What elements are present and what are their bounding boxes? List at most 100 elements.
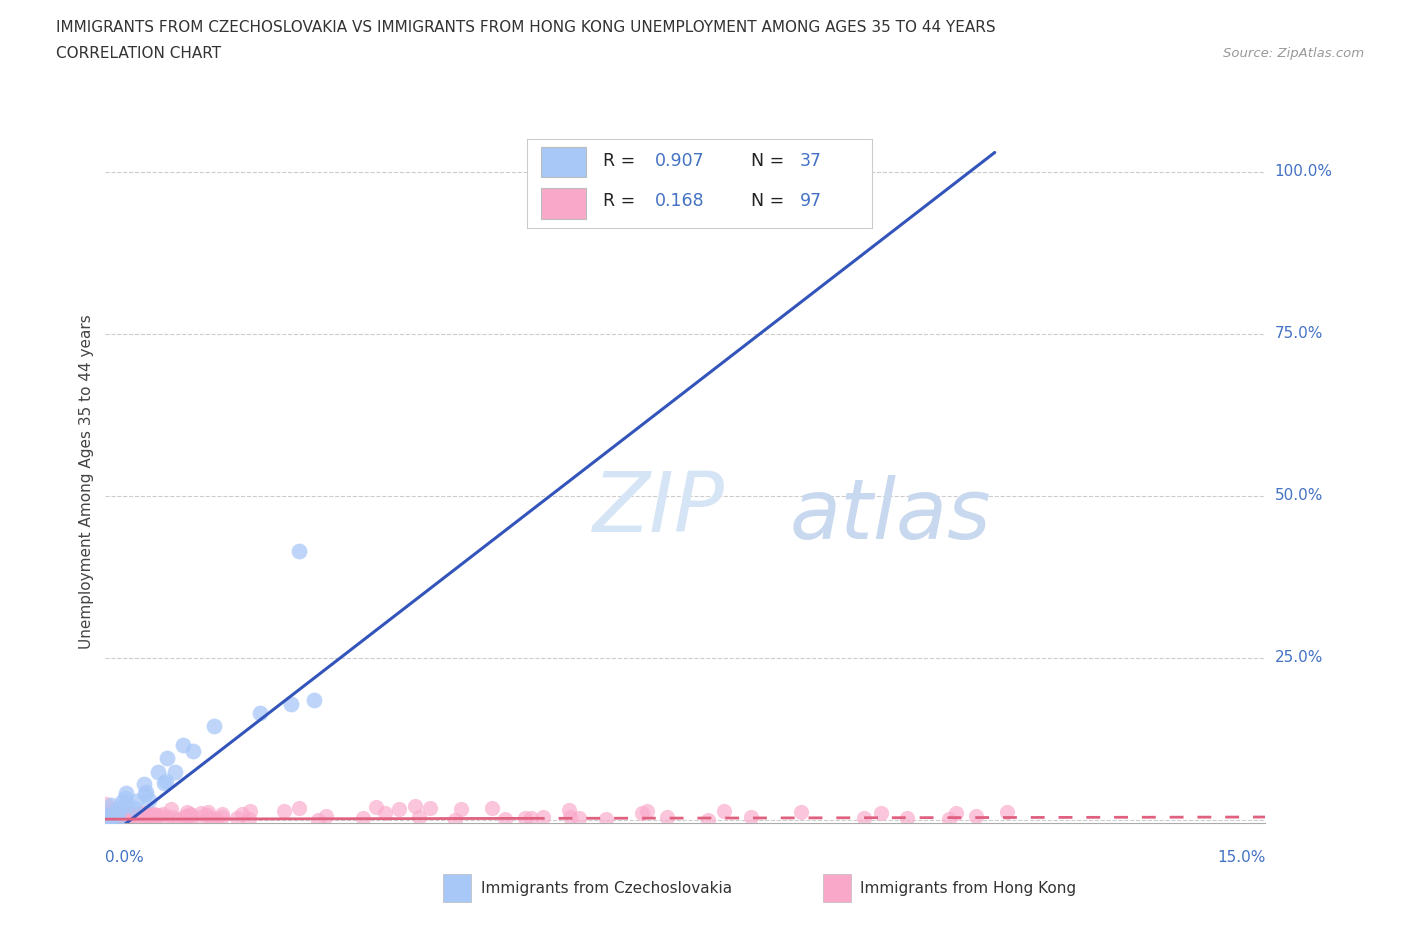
Point bbox=[103, 806, 125, 821]
Point bbox=[134, 787, 156, 802]
Point bbox=[494, 812, 516, 827]
Point bbox=[107, 812, 129, 827]
Point bbox=[443, 812, 465, 827]
Point bbox=[111, 810, 134, 825]
Point bbox=[160, 809, 183, 824]
Point bbox=[481, 800, 503, 815]
Point bbox=[173, 809, 195, 824]
Point bbox=[141, 812, 163, 827]
Point bbox=[740, 809, 762, 824]
Point bbox=[568, 811, 591, 826]
Point bbox=[122, 806, 145, 821]
Point bbox=[195, 807, 218, 822]
Point bbox=[97, 809, 120, 824]
Point bbox=[98, 809, 121, 824]
Point bbox=[202, 718, 225, 733]
Point bbox=[107, 804, 129, 819]
Point bbox=[153, 776, 176, 790]
Point bbox=[408, 810, 430, 825]
Point bbox=[713, 804, 735, 818]
Point bbox=[139, 809, 162, 824]
Point bbox=[156, 751, 179, 765]
Point bbox=[870, 806, 893, 821]
Point bbox=[108, 804, 131, 819]
Point bbox=[135, 785, 157, 800]
Point bbox=[100, 810, 122, 825]
Point bbox=[450, 802, 472, 817]
Point bbox=[118, 806, 141, 821]
Point bbox=[96, 807, 118, 822]
Point bbox=[183, 744, 205, 759]
Point bbox=[94, 813, 117, 828]
Point bbox=[107, 808, 129, 823]
Point bbox=[273, 804, 295, 818]
Text: N =: N = bbox=[751, 152, 790, 169]
FancyBboxPatch shape bbox=[541, 147, 586, 178]
Point bbox=[239, 804, 262, 818]
Point bbox=[104, 811, 127, 826]
Point bbox=[520, 810, 543, 825]
Point bbox=[105, 802, 128, 817]
Point bbox=[790, 804, 813, 819]
Point bbox=[98, 813, 121, 828]
Point bbox=[631, 805, 654, 820]
Point bbox=[111, 795, 134, 810]
Point bbox=[105, 813, 128, 828]
Point bbox=[231, 806, 253, 821]
Point bbox=[938, 811, 960, 826]
Text: Source: ZipAtlas.com: Source: ZipAtlas.com bbox=[1223, 46, 1364, 60]
Point bbox=[111, 811, 134, 826]
Point bbox=[115, 797, 138, 812]
Point bbox=[352, 810, 374, 825]
Point bbox=[125, 793, 148, 808]
Text: 50.0%: 50.0% bbox=[1275, 488, 1323, 503]
Point bbox=[97, 812, 120, 827]
Point bbox=[94, 807, 117, 822]
Point bbox=[172, 737, 194, 752]
Text: 37: 37 bbox=[800, 152, 821, 169]
Point bbox=[965, 808, 987, 823]
Point bbox=[94, 796, 117, 811]
Text: 0.168: 0.168 bbox=[655, 193, 704, 210]
Point bbox=[142, 806, 165, 821]
Point bbox=[636, 804, 658, 818]
Point bbox=[163, 764, 186, 779]
Text: 97: 97 bbox=[800, 193, 821, 210]
Text: 100.0%: 100.0% bbox=[1275, 165, 1333, 179]
Point bbox=[696, 812, 718, 827]
Point bbox=[155, 811, 177, 826]
Point bbox=[132, 777, 155, 791]
Text: R =: R = bbox=[603, 193, 641, 210]
Point bbox=[115, 786, 138, 801]
Point bbox=[595, 811, 617, 826]
Point bbox=[100, 798, 122, 813]
Point bbox=[287, 543, 309, 558]
Point bbox=[132, 805, 155, 820]
Point bbox=[94, 811, 117, 826]
Point bbox=[307, 812, 329, 827]
Point bbox=[135, 812, 157, 827]
Text: Immigrants from Hong Kong: Immigrants from Hong Kong bbox=[860, 881, 1077, 896]
Point bbox=[97, 810, 120, 825]
Point bbox=[121, 812, 143, 827]
Point bbox=[249, 706, 271, 721]
Point bbox=[134, 808, 156, 823]
Point bbox=[315, 809, 337, 824]
Point bbox=[655, 809, 678, 824]
Point bbox=[110, 805, 132, 820]
Point bbox=[159, 802, 181, 817]
FancyBboxPatch shape bbox=[823, 874, 851, 902]
Point bbox=[148, 764, 170, 779]
Point bbox=[190, 809, 212, 824]
Point bbox=[117, 807, 139, 822]
Point bbox=[120, 808, 142, 823]
Point bbox=[374, 806, 396, 821]
FancyBboxPatch shape bbox=[541, 188, 586, 219]
Point bbox=[179, 806, 201, 821]
Point bbox=[197, 805, 219, 820]
Point bbox=[896, 810, 918, 825]
Point bbox=[100, 808, 122, 823]
Point bbox=[204, 812, 226, 827]
Point bbox=[111, 811, 134, 826]
Point bbox=[176, 804, 198, 819]
